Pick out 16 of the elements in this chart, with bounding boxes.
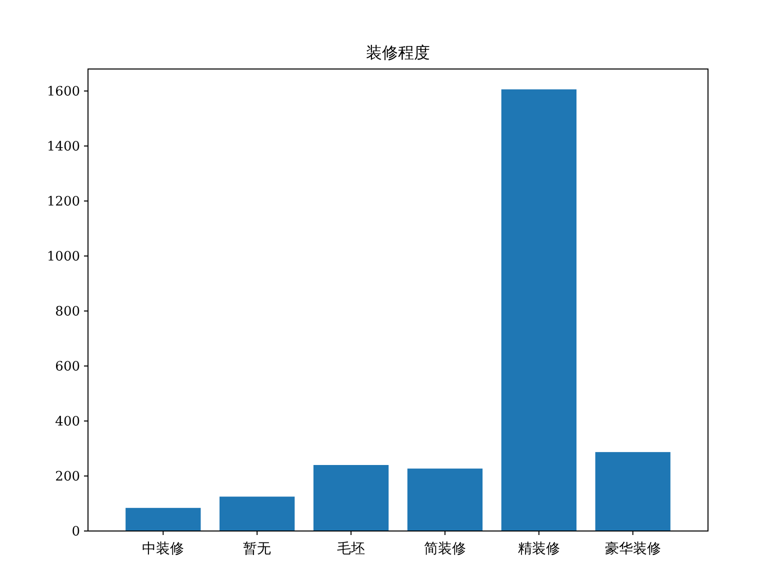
y-tick-label: 600 [55,360,80,374]
y-tick-label: 1000 [46,250,80,264]
x-tick-label: 精装修 [518,541,560,557]
x-tick-label: 豪华装修 [604,541,661,557]
y-tick-label: 200 [55,470,80,484]
x-tick-label: 简装修 [424,541,466,557]
y-tick-label: 1200 [46,194,80,210]
x-tick-label: 暂无 [243,541,272,557]
chart-title: 装修程度 [366,43,430,62]
y-tick-label: 0 [72,524,80,540]
y-tick-label: 1400 [46,140,80,154]
y-tick-label: 800 [55,304,80,320]
x-tick-label: 中装修 [142,541,184,557]
x-tick-label: 毛坯 [337,541,366,557]
y-tick-label: 1600 [46,84,80,100]
y-tick-label: 400 [55,414,80,430]
